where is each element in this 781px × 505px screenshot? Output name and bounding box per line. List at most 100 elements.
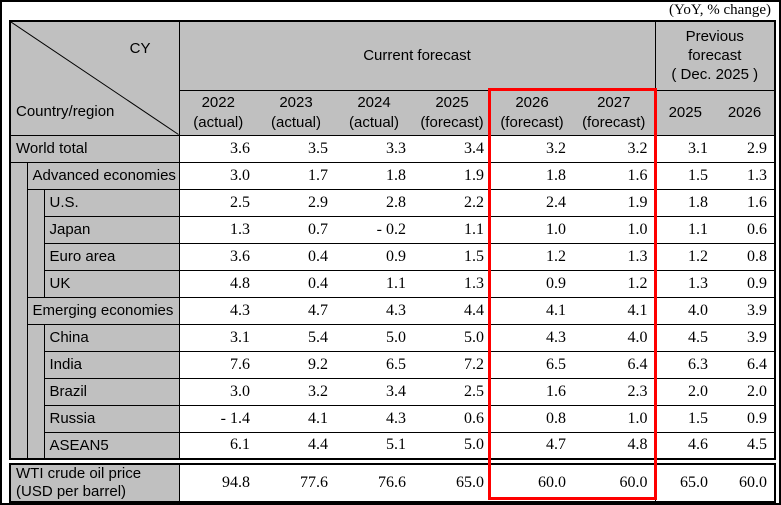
cell-value: 1.1: [335, 269, 413, 298]
cell-value: 0.4: [257, 242, 335, 271]
cell-value: 3.2: [491, 134, 573, 163]
row-label: Japan: [43, 215, 180, 244]
cell-value: 0.9: [715, 404, 775, 433]
cell-value: 4.1: [257, 404, 335, 433]
forecast-table: CY Country/region Current forecast Previ…: [9, 20, 776, 460]
cell-value: 3.4: [335, 377, 413, 406]
current-forecast-header: Current forecast: [178, 20, 656, 91]
cell-value: 4.0: [654, 296, 715, 325]
row-label: U.S.: [43, 188, 180, 217]
row-label: World total: [9, 134, 180, 163]
cell-value: 3.2: [257, 377, 335, 406]
diagonal-divider: [11, 22, 179, 135]
cell-value: 6.3: [654, 350, 715, 379]
cell-value: 1.8: [491, 161, 573, 190]
cell-value: - 1.4: [179, 404, 257, 433]
cell-value: 1.6: [715, 188, 775, 217]
cell-value: 3.0: [179, 161, 257, 190]
cell-value: 1.8: [654, 188, 715, 217]
cell-value: 0.6: [413, 404, 491, 433]
year-header-2026: 2026 (forecast): [491, 89, 573, 136]
cell-value: 3.1: [654, 134, 715, 163]
table-row-china: China 3.1 5.4 5.0 5.0 4.3 4.0 4.5 3.9: [10, 323, 775, 460]
row-label: Brazil: [43, 377, 180, 406]
cell-value: 1.2: [654, 242, 715, 271]
cell-value: 1.6: [573, 161, 655, 190]
year-header-2022: 2022 (actual): [179, 89, 257, 136]
cell-value: - 0.2: [335, 215, 413, 244]
cell-value: 3.1: [179, 323, 257, 352]
indent-strip-level1: [9, 161, 28, 460]
row-label: Advanced economies: [26, 161, 180, 190]
wti-oil-price-table: WTI crude oil price (USD per barrel) 94.…: [9, 463, 776, 503]
cell-value: 3.6: [179, 134, 257, 163]
table-row-advanced: Advanced economies 3.0 1.7 1.8 1.9 1.8 1…: [9, 161, 775, 460]
cell-value: 4.5: [654, 323, 715, 352]
row-label: Russia: [43, 404, 180, 433]
cell-value: 5.0: [335, 323, 413, 352]
cell-value: 2.0: [715, 377, 775, 406]
cell-value: 2.5: [413, 377, 491, 406]
cell-value: 4.3: [335, 296, 413, 325]
cell-value: 1.9: [573, 188, 655, 217]
cell-value: 2.0: [654, 377, 715, 406]
cell-value: 3.2: [573, 134, 655, 163]
previous-forecast-header: Previous forecast ( Dec. 2025 ): [654, 20, 776, 91]
cell-value: 5.4: [257, 323, 335, 352]
cell-value: 1.1: [654, 215, 715, 244]
cell-value: 60.0: [715, 463, 775, 503]
table-row-uk: UK 4.8 0.4 1.1 1.3 0.9 1.2 1.3 0.9: [10, 269, 775, 298]
header-row-years: 2022 (actual) 2023 (actual) 2024 (actual) 2…: [10, 89, 775, 136]
cell-value: 1.0: [573, 215, 655, 244]
cell-value: 4.4: [257, 431, 335, 460]
cell-value: 1.5: [654, 404, 715, 433]
cell-value: 6.5: [491, 350, 573, 379]
previous-forecast-date: ( Dec. 2025 ): [671, 66, 759, 84]
cell-value: 4.6: [654, 431, 715, 460]
unit-note: (YoY, % change): [669, 2, 771, 18]
cell-value: 1.3: [413, 269, 491, 298]
row-label: UK: [43, 269, 180, 298]
cell-value: 7.6: [179, 350, 257, 379]
prev-year-header-2026: 2026: [715, 89, 775, 136]
cell-value: 1.3: [179, 215, 257, 244]
cell-value: 6.5: [335, 350, 413, 379]
cell-value: 3.9: [715, 296, 775, 325]
cell-value: 2.9: [715, 134, 775, 163]
cell-value: 1.9: [413, 161, 491, 190]
cell-value: 5.0: [413, 431, 491, 460]
cell-value: 4.3: [335, 404, 413, 433]
cell-value: 6.4: [573, 350, 655, 379]
cell-value: 4.3: [491, 323, 573, 352]
cell-value: 0.9: [335, 242, 413, 271]
cell-value: 4.4: [413, 296, 491, 325]
table-row-wti: WTI crude oil price (USD per barrel) 94.…: [9, 463, 775, 503]
cell-value: 2.4: [491, 188, 573, 217]
cell-value: 65.0: [413, 463, 491, 503]
cell-value: 0.8: [715, 242, 775, 271]
cell-value: 0.9: [715, 269, 775, 298]
cell-value: 1.8: [335, 161, 413, 190]
cell-value: 1.0: [573, 404, 655, 433]
cell-value: 3.5: [257, 134, 335, 163]
cell-value: 4.7: [491, 431, 573, 460]
cell-value: 1.5: [413, 242, 491, 271]
row-label: Euro area: [43, 242, 180, 271]
cell-value: 60.0: [573, 463, 655, 503]
indent-strip-level2: [26, 188, 45, 298]
corner-header-cell: CY Country/region: [9, 20, 180, 136]
year-header-2025: 2025 (forecast): [413, 89, 491, 136]
cell-value: 4.1: [491, 296, 573, 325]
cell-value: 2.8: [335, 188, 413, 217]
header-row-groups: CY Country/region Current forecast Previ…: [9, 20, 776, 136]
prev-year-header-2025: 2025: [654, 89, 715, 136]
table-row-emerging: Emerging economies 4.3 4.7 4.3 4.4 4.1 4…: [10, 296, 775, 325]
cell-value: 5.0: [413, 323, 491, 352]
cell-value: 65.0: [654, 463, 715, 503]
table-row-asean5: ASEAN5 6.1 4.4 5.1 5.0 4.7 4.8 4.6 4.5: [10, 431, 775, 460]
wti-row-label: WTI crude oil price (USD per barrel): [9, 463, 180, 503]
cell-value: 0.4: [257, 269, 335, 298]
row-label: China: [43, 323, 180, 352]
row-label: India: [43, 350, 180, 379]
cell-value: 4.0: [573, 323, 655, 352]
